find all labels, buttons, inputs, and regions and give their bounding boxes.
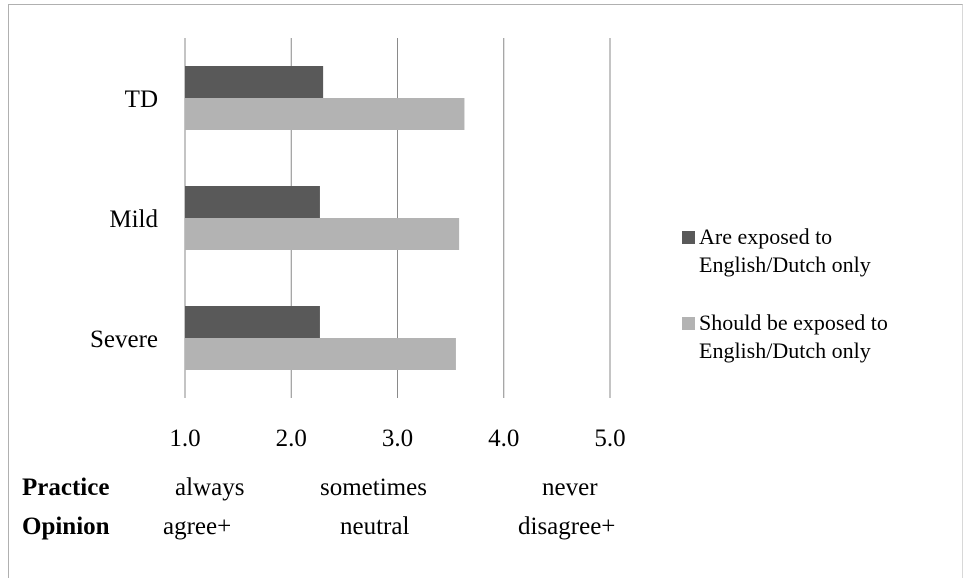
chart-frame <box>8 4 963 578</box>
legend-label-line1: Are exposed to <box>699 224 833 249</box>
bar-td-series-1 <box>185 66 324 98</box>
legend-label-line2: English/Dutch only <box>699 338 871 363</box>
opinion-mid: neutral <box>340 513 410 540</box>
bar-severe-series-2 <box>185 338 456 370</box>
x-tick-label: 1.0 <box>169 425 200 452</box>
legend-label-line2: English/Dutch only <box>699 252 871 277</box>
category-label: Severe <box>90 326 158 353</box>
practice-low: always <box>175 474 245 501</box>
opinion-low: agree+ <box>163 513 232 540</box>
x-tick-label: 2.0 <box>276 425 307 452</box>
practice-mid: sometimes <box>320 474 427 501</box>
legend-item-should-be-exposed[interactable]: Should be exposed to English/Dutch only <box>682 309 888 365</box>
x-tick-label: 4.0 <box>488 425 519 452</box>
legend-item-are-exposed[interactable]: Are exposed to English/Dutch only <box>682 223 888 279</box>
category-label: Mild <box>109 206 158 233</box>
bar-severe-series-1 <box>185 306 320 338</box>
category-label: TD <box>125 86 158 113</box>
practice-heading: Practice <box>22 474 110 501</box>
legend-label-line1: Should be exposed to <box>699 310 888 335</box>
practice-high: never <box>542 474 598 501</box>
legend-swatch-are-exposed <box>682 231 695 244</box>
x-tick-label: 3.0 <box>382 425 413 452</box>
x-tick-label: 5.0 <box>594 425 625 452</box>
opinion-heading: Opinion <box>22 513 110 540</box>
legend-swatch-should-be-exposed <box>682 317 695 330</box>
bar-td-series-2 <box>185 98 465 130</box>
legend: Are exposed to English/Dutch only Should… <box>682 223 888 395</box>
opinion-high: disagree+ <box>518 513 616 540</box>
bar-mild-series-2 <box>185 218 460 250</box>
bar-mild-series-1 <box>185 186 320 218</box>
